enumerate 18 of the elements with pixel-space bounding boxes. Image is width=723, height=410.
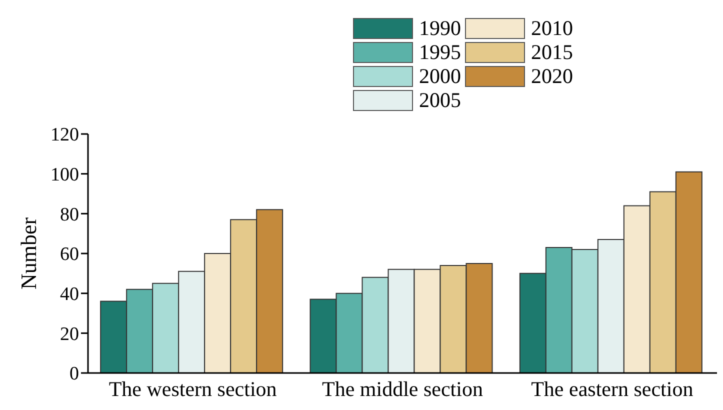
legend-label: 1990 — [419, 16, 461, 40]
y-tick-label: 120 — [50, 124, 79, 146]
x-tick-label: The middle section — [322, 376, 484, 401]
y-tick-label: 20 — [60, 324, 79, 345]
y-axis-title: Number — [16, 216, 41, 290]
x-tick-label: The western section — [108, 376, 278, 401]
y-tick-label: 0 — [70, 364, 79, 385]
y-tick-label: 60 — [60, 244, 79, 266]
legend-label: 2015 — [531, 40, 573, 64]
y-tick-label: 80 — [60, 204, 79, 226]
legend-label: 2020 — [531, 64, 573, 88]
legend-label: 2005 — [419, 88, 461, 112]
legend-label: 2000 — [419, 64, 461, 88]
legend-label: 1995 — [419, 40, 461, 64]
x-tick-label: The eastern section — [531, 376, 694, 401]
legend-label: 2010 — [531, 16, 573, 40]
y-tick-label: 40 — [60, 284, 79, 306]
y-tick-label: 100 — [50, 164, 79, 186]
